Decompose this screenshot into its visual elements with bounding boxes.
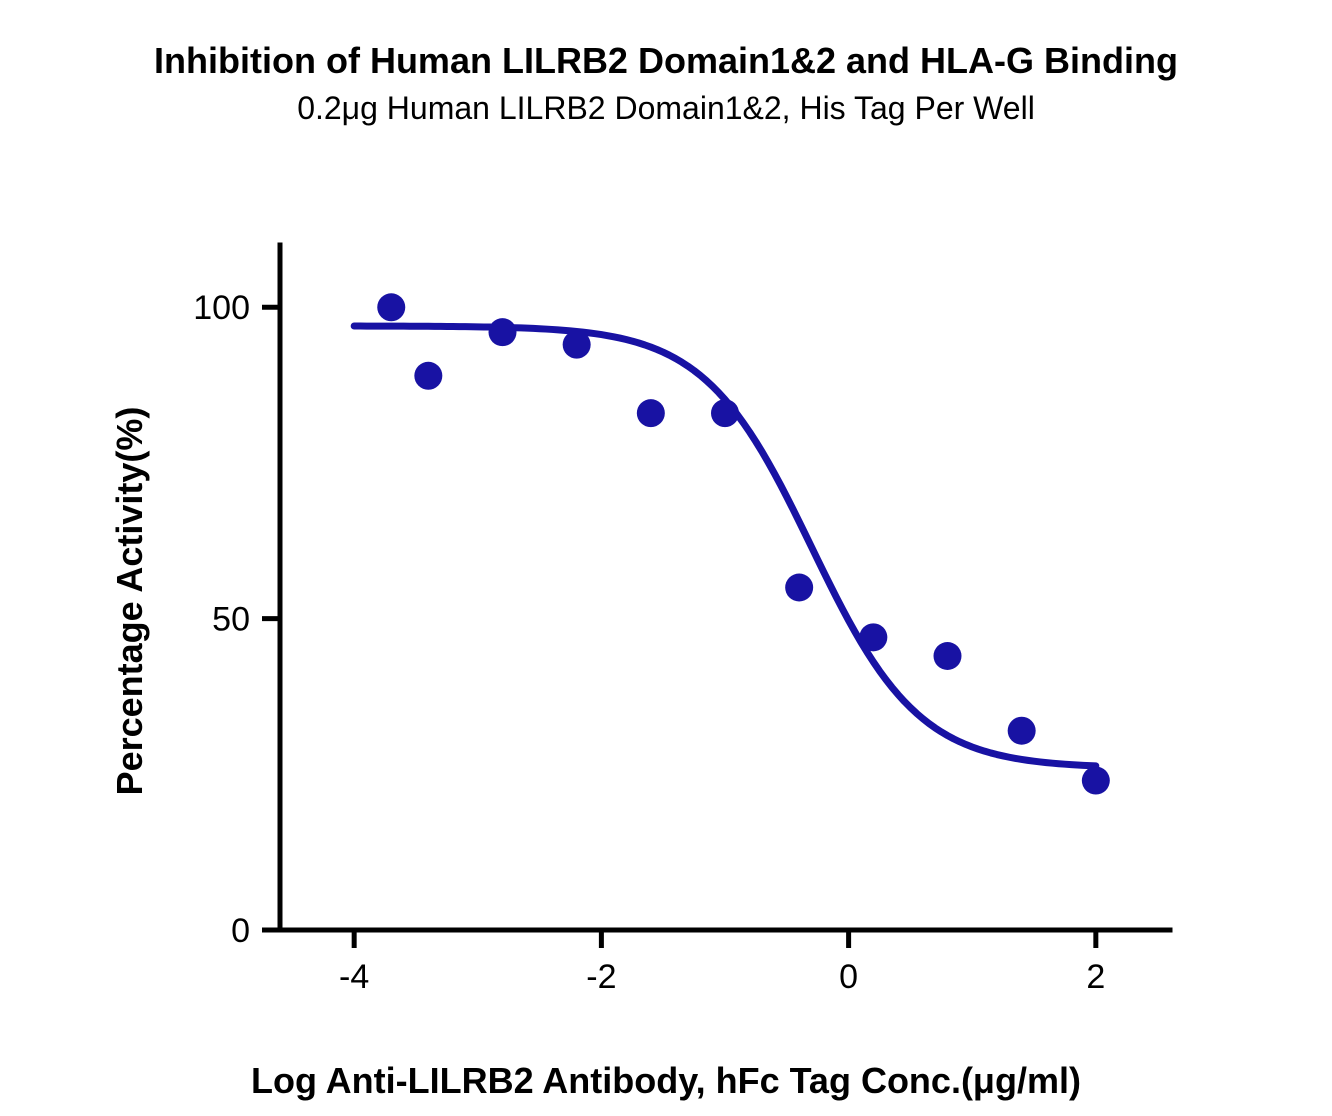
data-point xyxy=(1082,767,1110,795)
data-point xyxy=(934,642,962,670)
data-point xyxy=(377,293,405,321)
x-axis-label: Log Anti-LILRB2 Antibody, hFc Tag Conc.(… xyxy=(0,1060,1332,1102)
y-tick-label: 0 xyxy=(231,912,250,950)
y-axis-label: Percentage Activity(%) xyxy=(109,351,151,851)
x-tick-label: 2 xyxy=(1086,958,1105,996)
chart-plot-area: 0 50 100 -4 -2 0 2 xyxy=(0,0,1332,1116)
data-point xyxy=(1008,717,1036,745)
data-point xyxy=(859,623,887,651)
y-tick-label: 50 xyxy=(212,601,250,639)
x-tick-label: -2 xyxy=(586,958,616,996)
y-tick-label: 100 xyxy=(193,289,250,327)
data-point xyxy=(637,399,665,427)
data-point xyxy=(414,362,442,390)
data-point xyxy=(563,331,591,359)
data-point xyxy=(711,399,739,427)
data-point xyxy=(489,318,517,346)
data-point xyxy=(785,574,813,602)
fit-curve xyxy=(354,326,1096,766)
x-tick-label: 0 xyxy=(839,958,858,996)
x-tick-label: -4 xyxy=(339,958,369,996)
